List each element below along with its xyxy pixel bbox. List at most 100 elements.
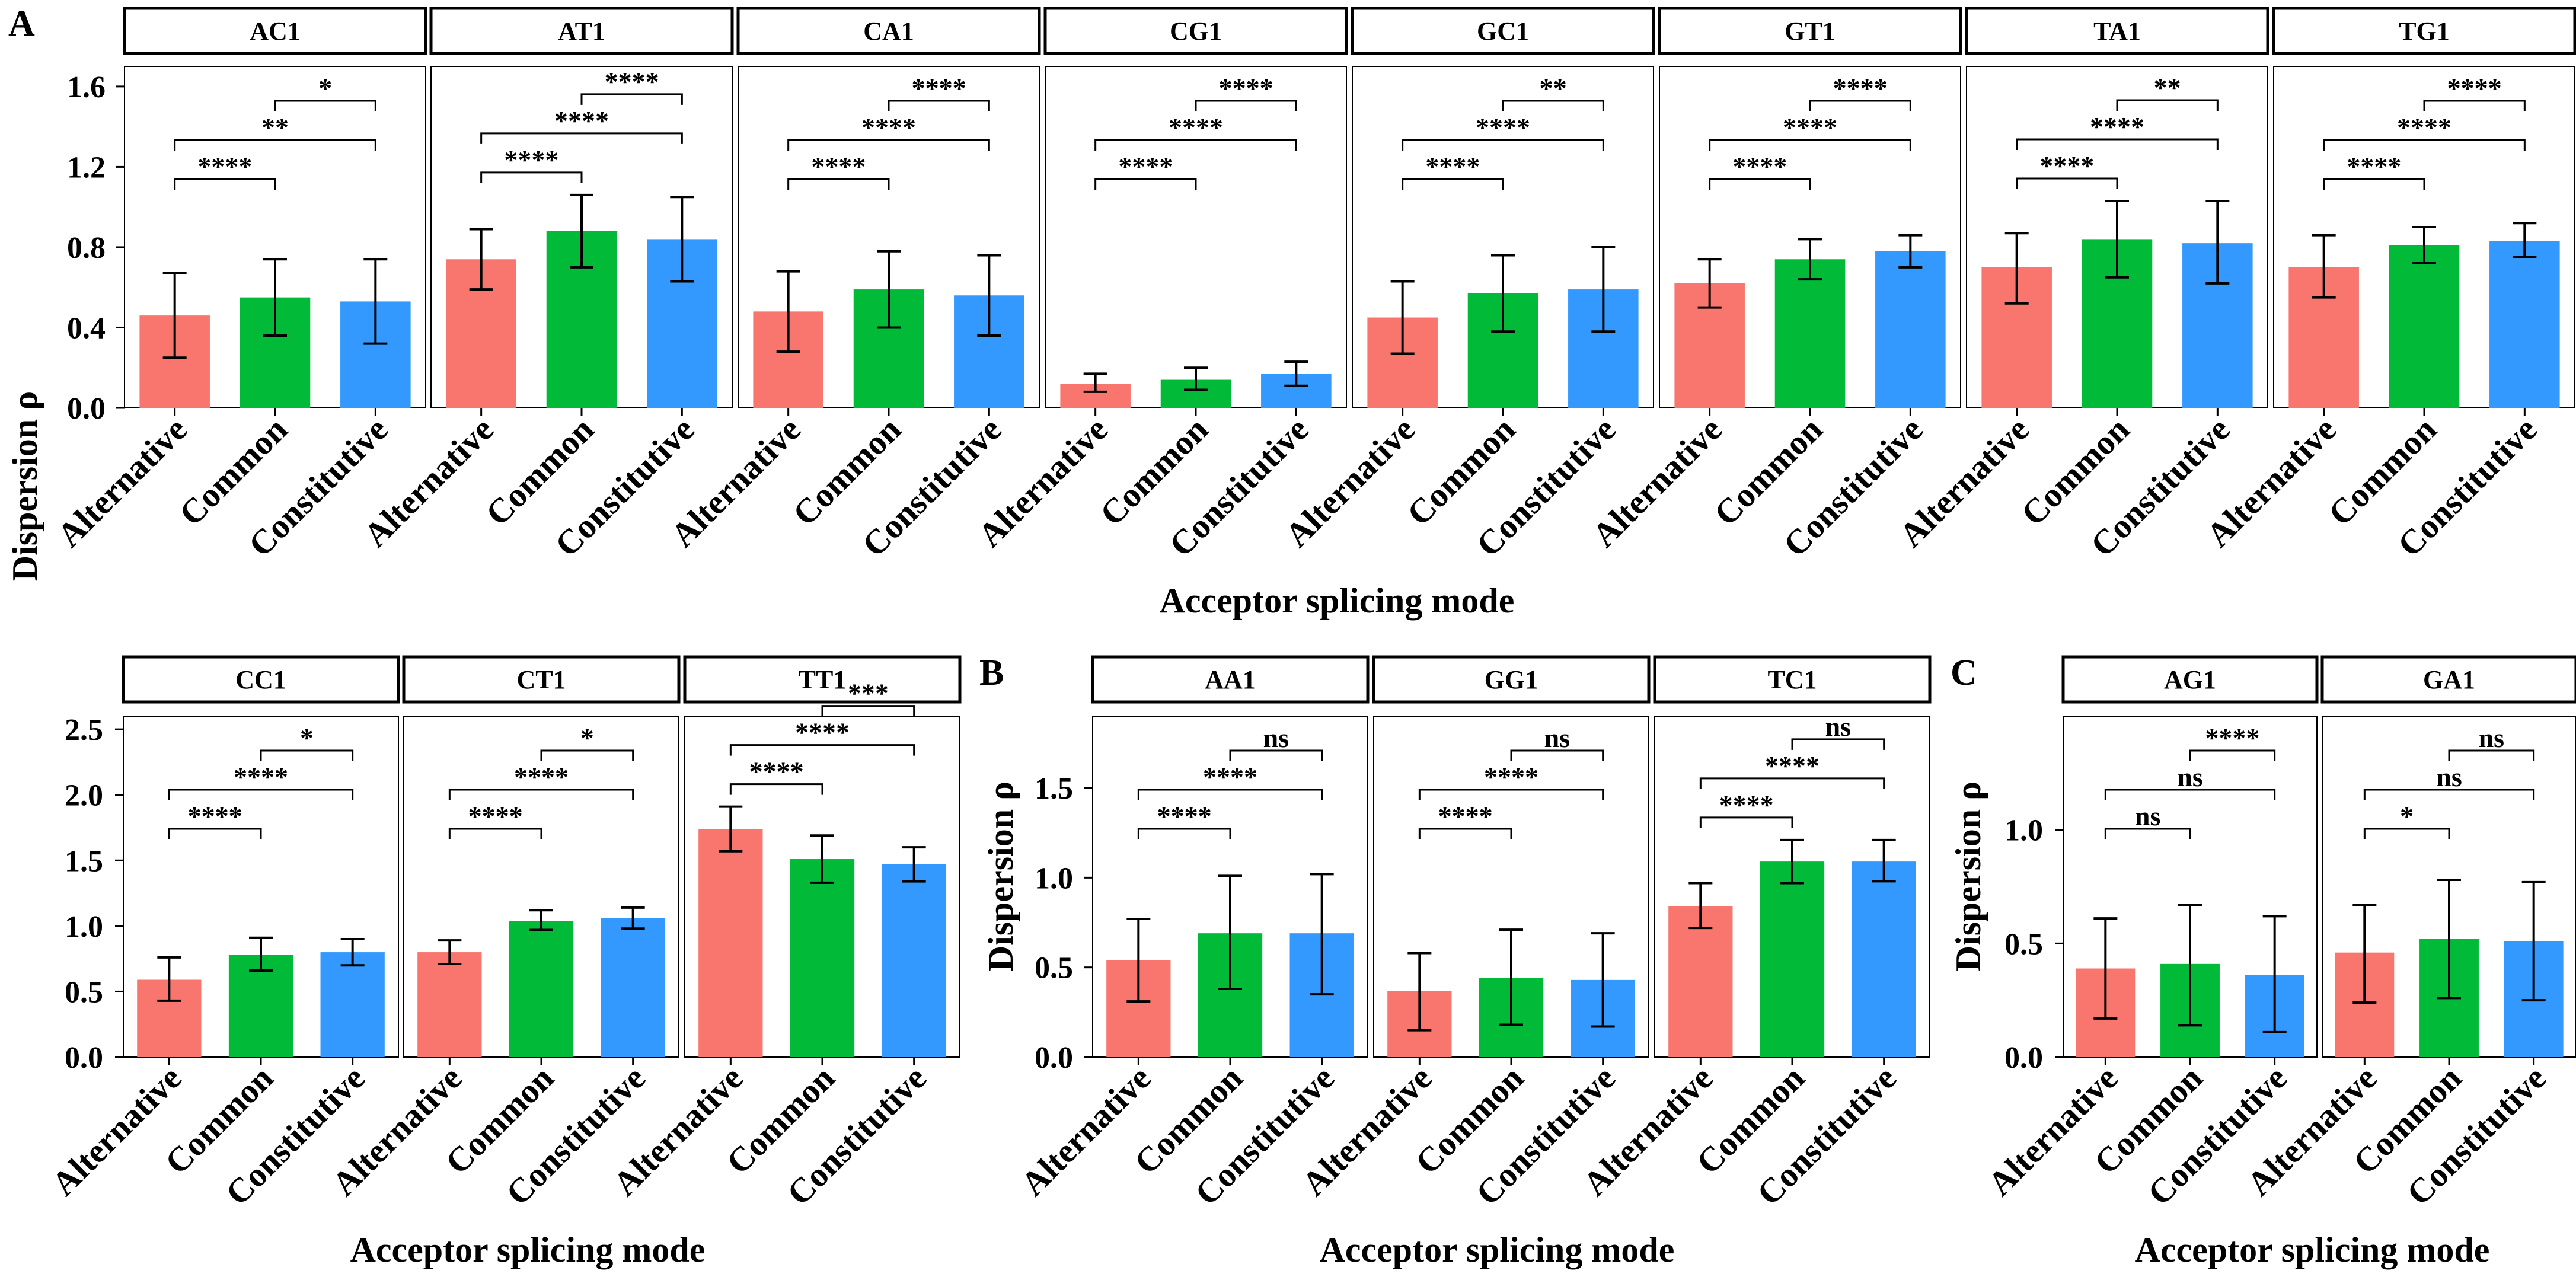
- facet-strip-label: AG1: [2164, 665, 2216, 694]
- significance-bracket: [168, 828, 262, 839]
- facet-strip-label: CT1: [516, 665, 566, 694]
- significance-label: ****: [605, 66, 659, 97]
- facet-tg1: TG1************AlternativeCommonConstitu…: [2199, 7, 2576, 564]
- facet-strip: [1091, 655, 1370, 704]
- significance-label: ****: [1219, 73, 1273, 103]
- significance-label: ****: [2447, 73, 2502, 103]
- facet-strip-label: AC1: [250, 17, 301, 46]
- bar-common: [1760, 861, 1825, 1057]
- chart-group-b: 0.00.51.01.5AA1********nsAlternativeComm…: [1013, 655, 1932, 1212]
- facet-strip: [2320, 655, 2576, 704]
- significance-label: ****: [861, 112, 916, 142]
- y-tick-label: 1.5: [65, 844, 103, 878]
- y-tick-label: 0.0: [65, 1041, 103, 1075]
- panel-letter-a: A: [8, 4, 35, 44]
- x-category-label: Alternative: [1980, 1058, 2125, 1203]
- significance-bracket: [1809, 100, 1911, 111]
- y-axis-title-c: Dispersion ρ: [1949, 781, 1988, 971]
- significance-label: ****: [2397, 112, 2451, 142]
- significance-bracket: [1418, 828, 1512, 839]
- bar-alternative: [698, 829, 763, 1057]
- significance-label: *: [2400, 801, 2414, 831]
- facet-strip: [1653, 655, 1932, 704]
- significance-bracket: [2016, 138, 2219, 151]
- significance-label: **: [261, 112, 289, 142]
- facet-cg1: CG1************AlternativeCommonConstitu…: [971, 7, 1348, 564]
- bar-constitutive: [882, 864, 946, 1057]
- facet-strip-label: GA1: [2423, 665, 2475, 694]
- facet-strip: [2272, 7, 2576, 55]
- significance-label: ****: [811, 151, 866, 181]
- bar-constitutive: [1875, 251, 1946, 408]
- significance-bracket: [2448, 749, 2535, 761]
- facet-strip: [1372, 655, 1651, 704]
- significance-bracket: [480, 171, 583, 183]
- significance-label: *: [300, 723, 314, 753]
- y-tick-label: 2.0: [65, 779, 103, 813]
- x-category-label: Alternative: [50, 410, 194, 554]
- facet-strip: [2061, 655, 2319, 704]
- significance-bracket: [1502, 100, 1604, 111]
- facet-ca1: CA1************AlternativeCommonConstitu…: [663, 7, 1041, 564]
- y-tick-label: 0.0: [2004, 1041, 2043, 1075]
- significance-bracket: [1699, 816, 1793, 828]
- x-axis-title-c: Acceptor splicing mode: [2135, 1230, 2490, 1269]
- significance-bracket: [2104, 789, 2276, 800]
- significance-label: ****: [1438, 801, 1493, 831]
- significance-bracket: [1094, 178, 1197, 190]
- significance-label: ****: [188, 801, 242, 831]
- significance-label: *: [580, 723, 594, 753]
- bar-common: [2389, 245, 2460, 408]
- y-axis-title-a: Dispersion ρ: [5, 391, 44, 581]
- significance-label: ****: [749, 756, 804, 787]
- significance-bracket: [1510, 749, 1604, 761]
- facet-strip-label: GG1: [1485, 665, 1538, 694]
- bar-constitutive: [1852, 861, 1916, 1057]
- x-axis-title-a-bottom: Acceptor splicing mode: [350, 1230, 706, 1269]
- facet-gc1: GC1**********AlternativeCommonConstituti…: [1278, 7, 1655, 564]
- significance-label: ***: [848, 678, 889, 708]
- significance-bracket: [2323, 139, 2526, 151]
- y-axis-title-b: Dispersion ρ: [981, 781, 1020, 971]
- significance-bracket: [1094, 139, 1297, 151]
- y-tick-label: 1.6: [67, 71, 106, 104]
- x-axis-title-b: Acceptor splicing mode: [1320, 1230, 1675, 1269]
- y-tick-label: 1.2: [67, 151, 106, 184]
- facet-strip-label: TC1: [1767, 665, 1817, 694]
- facet-strip: [1965, 7, 2269, 55]
- significance-label: ****: [2205, 723, 2259, 753]
- significance-bracket: [1195, 100, 1297, 111]
- significance-label: **: [2154, 72, 2181, 103]
- significance-bracket: [888, 100, 990, 111]
- significance-label: ****: [1783, 112, 1837, 142]
- bar-constitutive: [320, 952, 385, 1057]
- facet-strip-label: CC1: [235, 665, 286, 694]
- significance-label: ****: [554, 106, 609, 136]
- significance-bracket: [1137, 828, 1231, 839]
- significance-bracket: [1709, 139, 1911, 151]
- y-tick-label: 0.0: [1035, 1041, 1073, 1075]
- facet-strip: [1658, 7, 1962, 55]
- chart-group-a-bottom: 0.00.51.01.52.02.5CC1*********Alternativ…: [44, 655, 962, 1212]
- y-tick-label: 0.0: [67, 392, 106, 426]
- significance-bracket: [1709, 178, 1811, 190]
- facet-strip-label: CA1: [863, 17, 914, 46]
- significance-bracket: [2189, 749, 2276, 761]
- significance-label: ns: [1544, 723, 1570, 753]
- significance-label: ****: [2347, 151, 2401, 181]
- facet-ta1: TA1**********AlternativeCommonConstituti…: [1892, 7, 2269, 564]
- significance-label: *: [318, 73, 332, 103]
- significance-bracket: [787, 178, 890, 190]
- significance-label: ns: [2436, 762, 2462, 792]
- significance-bracket: [787, 139, 990, 151]
- significance-label: ****: [1169, 112, 1223, 142]
- significance-bracket: [2423, 100, 2526, 111]
- significance-bracket: [448, 828, 542, 839]
- significance-bracket: [174, 139, 376, 151]
- panel-letter-b: B: [979, 653, 1004, 693]
- bar-constitutive: [2489, 241, 2560, 408]
- facet-ct1: CT1*********AlternativeCommonConstitutiv…: [324, 655, 681, 1212]
- y-tick-label: 1.0: [2004, 814, 2043, 848]
- significance-label: ****: [1476, 112, 1530, 142]
